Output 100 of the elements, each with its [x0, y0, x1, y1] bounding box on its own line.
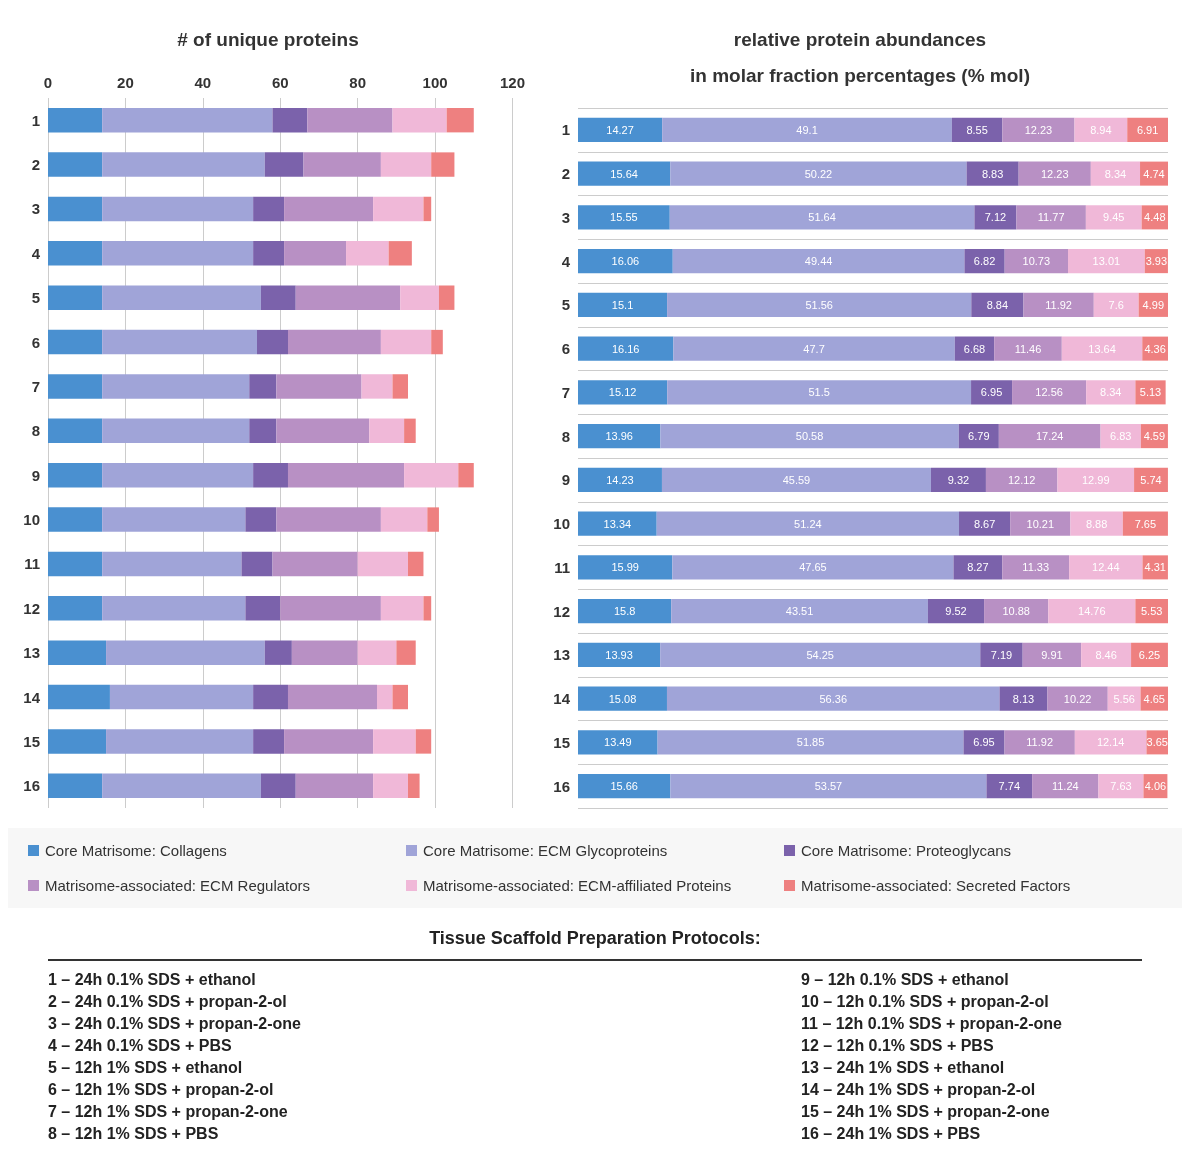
y-tick-label: 5: [561, 296, 570, 314]
x-tick-label: 80: [349, 74, 366, 91]
bar: [1002, 117, 1075, 142]
bar: [369, 418, 405, 444]
text: 15 – 24h 1% SDS + propan-2-one: [801, 1103, 1051, 1121]
data-label: 7.6: [1108, 298, 1124, 311]
bar: [287, 329, 381, 355]
data-label: 12.44: [1092, 561, 1120, 574]
y-tick-label: 4: [31, 244, 41, 262]
bar: [667, 292, 972, 317]
bar: [284, 241, 347, 266]
text: 7 – 12h 1% SDS + propan-2-one: [48, 1103, 289, 1121]
data-label: 49.44: [804, 255, 833, 268]
bar: [1061, 336, 1143, 361]
bar: [431, 329, 443, 355]
bar: [357, 551, 408, 577]
y-tick-label: 11: [554, 558, 570, 576]
bar: [276, 374, 362, 399]
bar: [578, 292, 668, 317]
bar: [48, 684, 110, 710]
bar: [1074, 117, 1128, 142]
bar: [396, 640, 416, 665]
data-label: 15.08: [608, 692, 637, 705]
bar: [102, 107, 273, 133]
bar: [373, 196, 424, 222]
y-tick-label: 15: [23, 732, 40, 750]
data-label: 51.5: [808, 386, 830, 399]
bar: [253, 684, 288, 710]
bar: [1002, 555, 1070, 580]
bar: [971, 292, 1024, 317]
data-label: 6.68: [963, 342, 986, 355]
data-label: 15.55: [610, 211, 638, 224]
data-label: 7.63: [1110, 780, 1132, 793]
bar: [1016, 205, 1086, 230]
legend-label: Core Matrisome: Proteoglycans: [801, 842, 1012, 859]
data-label: 6.95: [973, 736, 995, 749]
text: 3 – 24h 0.1% SDS + propan-2-one: [48, 1015, 301, 1033]
bar: [999, 686, 1048, 711]
y-tick-label: 1: [561, 121, 570, 139]
bar: [671, 599, 928, 624]
bar: [272, 107, 308, 133]
data-label: 8.84: [986, 298, 1009, 311]
bar: [927, 599, 985, 624]
data-label: 8.13: [1012, 692, 1035, 705]
bar: [1081, 642, 1132, 667]
bar: [578, 336, 674, 361]
data-label: 53.57: [814, 780, 843, 793]
bar: [446, 107, 474, 133]
bar: [257, 329, 288, 355]
bar: [578, 599, 672, 624]
bar: [373, 773, 408, 799]
legend-label: Matrisome-associated: Secreted Factors: [801, 877, 1071, 894]
data-label: 51.24: [794, 517, 822, 530]
data-label: 6.83: [1110, 430, 1132, 443]
bar: [578, 380, 668, 405]
data-label: 9.45: [1103, 211, 1125, 224]
text: 2 – 24h 0.1% SDS + propan-2-ol: [48, 993, 288, 1011]
bar: [1004, 730, 1075, 755]
y-tick-label: 2: [561, 165, 570, 183]
text: 16 – 24h 1% SDS + PBS: [801, 1125, 982, 1143]
bar: [357, 640, 397, 665]
bar: [1067, 249, 1145, 274]
bar: [953, 555, 1003, 580]
bar: [48, 418, 103, 444]
data-label: 8.34: [1100, 386, 1122, 399]
bar: [994, 336, 1062, 361]
data-label: 8.67: [973, 517, 996, 530]
data-label: 10.73: [1022, 255, 1051, 268]
y-tick-label: 8: [561, 427, 570, 445]
bar: [102, 285, 261, 310]
bar: [458, 462, 474, 488]
bar: [980, 642, 1023, 667]
bar: [1069, 555, 1143, 580]
y-tick-label: 4: [561, 252, 571, 270]
bar: [578, 205, 670, 230]
data-label: 10.88: [1002, 605, 1030, 618]
data-label: 13.01: [1092, 255, 1121, 268]
bar: [392, 374, 408, 399]
bar: [951, 117, 1003, 142]
data-label: 50.22: [804, 167, 833, 180]
bar: [578, 774, 671, 799]
data-label: 6.91: [1136, 123, 1159, 136]
bar: [1085, 205, 1142, 230]
data-label: 4.31: [1144, 561, 1166, 574]
y-tick-label: 9: [561, 471, 570, 489]
x-tick-label: 0: [43, 74, 53, 91]
bar: [404, 462, 459, 488]
text: 10 – 12h 0.1% SDS + propan-2-ol: [801, 993, 1050, 1011]
y-tick-label: 9: [31, 466, 40, 484]
bar: [578, 117, 663, 142]
bar: [102, 551, 242, 577]
bar: [974, 205, 1017, 230]
data-label: 11.33: [1022, 561, 1050, 574]
bar: [431, 152, 455, 177]
bar: [102, 196, 254, 222]
data-label: 8.88: [1085, 517, 1108, 530]
data-label: 15.1: [611, 298, 634, 311]
bar: [1012, 380, 1087, 405]
bar: [1086, 380, 1136, 405]
data-label: 6.82: [973, 255, 996, 268]
